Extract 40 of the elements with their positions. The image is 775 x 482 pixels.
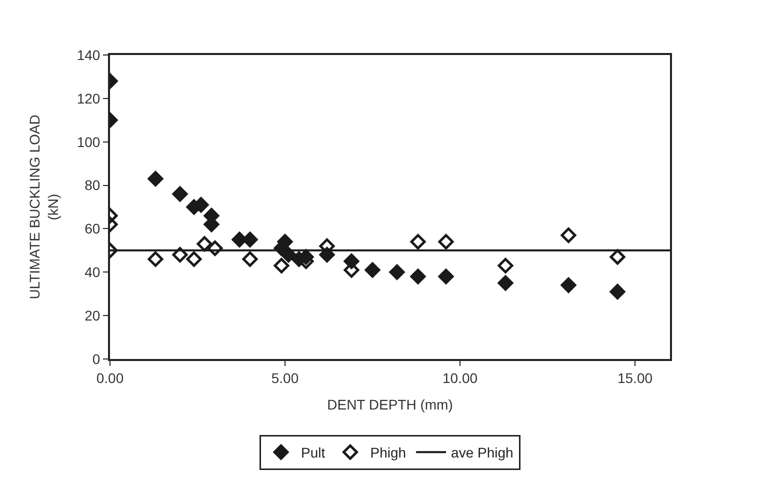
y-tick-label: 60 (84, 220, 100, 237)
x-tick-label: 0.00 (96, 370, 124, 386)
point (196, 236, 212, 252)
y-tick-label: 140 (76, 46, 100, 63)
point (410, 234, 426, 250)
point (186, 251, 202, 267)
point (498, 275, 514, 291)
legend-label: ave Phigh (451, 444, 514, 461)
point (280, 247, 296, 263)
point (242, 251, 258, 267)
point (438, 234, 454, 250)
y-tick-label: 40 (84, 264, 100, 280)
point (172, 186, 188, 202)
point (319, 247, 335, 263)
point (560, 227, 576, 243)
point (610, 284, 626, 300)
point (560, 277, 576, 293)
point (207, 240, 223, 256)
point (364, 262, 380, 278)
point (389, 264, 405, 280)
point (148, 171, 164, 187)
x-axis-title: DENT DEPTH (mm) (327, 396, 453, 413)
legend-label: Pult (301, 444, 326, 461)
y-tick-label: 80 (84, 177, 100, 194)
legend-label: Phigh (370, 444, 406, 461)
point (274, 258, 290, 274)
x-tick-label: 10.00 (442, 370, 478, 386)
y-tick-label: 120 (76, 90, 100, 106)
y-tick-label: 0 (92, 350, 100, 367)
point (498, 258, 514, 274)
y-tick-label: 20 (84, 307, 100, 324)
x-tick-label: 15.00 (617, 370, 653, 386)
point (610, 249, 626, 265)
point (148, 251, 164, 267)
point (172, 247, 188, 263)
x-tick-label: 5.00 (271, 370, 299, 386)
y-tick-label: 100 (76, 134, 100, 150)
y-axis-title: ULTIMATE BUCKLING LOAD (kN) (26, 114, 61, 300)
point (438, 268, 454, 284)
point (410, 268, 426, 284)
